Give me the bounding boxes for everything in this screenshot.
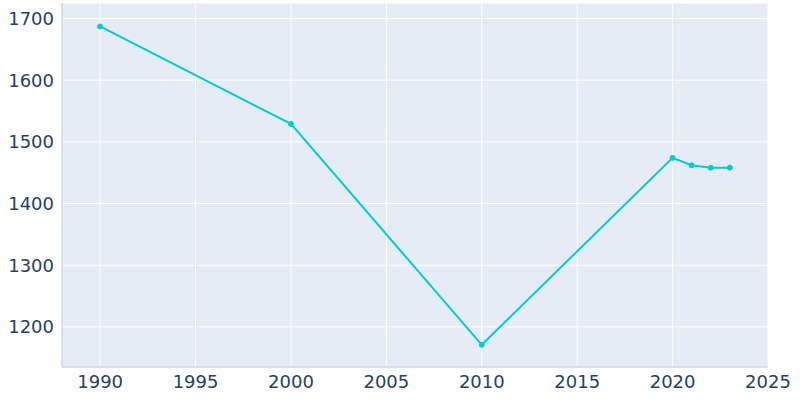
svg-text:2000: 2000 [268, 371, 314, 392]
svg-text:1995: 1995 [173, 371, 219, 392]
svg-text:1600: 1600 [8, 70, 54, 91]
svg-text:1990: 1990 [77, 371, 123, 392]
svg-text:1400: 1400 [8, 193, 54, 214]
svg-text:1300: 1300 [8, 255, 54, 276]
svg-text:2020: 2020 [650, 371, 696, 392]
svg-text:1200: 1200 [8, 316, 54, 337]
svg-text:2005: 2005 [363, 371, 409, 392]
svg-text:2015: 2015 [554, 371, 600, 392]
svg-text:2010: 2010 [459, 371, 505, 392]
svg-text:2025: 2025 [745, 371, 791, 392]
svg-text:1500: 1500 [8, 131, 54, 152]
svg-text:1700: 1700 [8, 8, 54, 29]
